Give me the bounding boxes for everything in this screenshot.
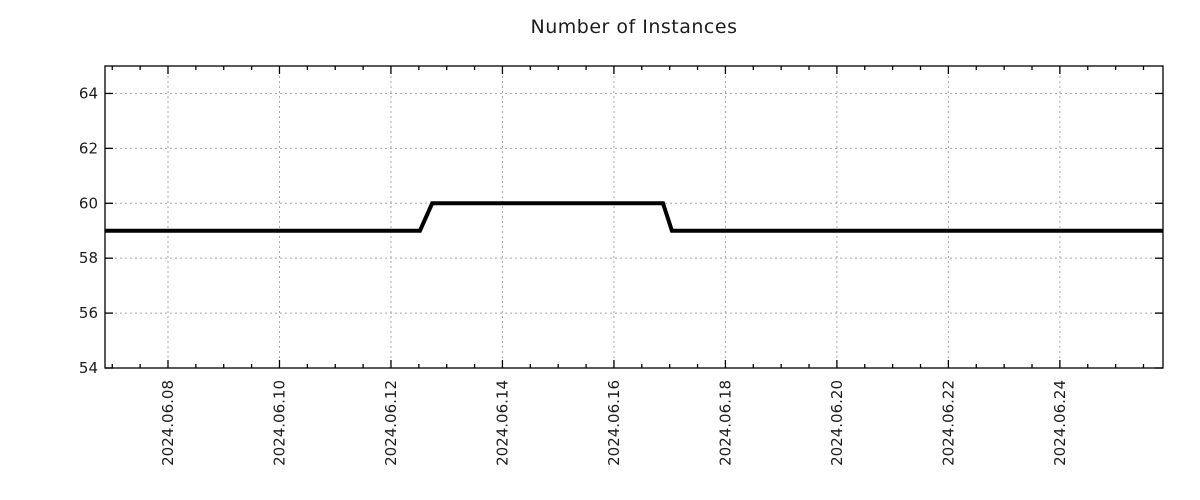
y-tick-label: 60 [79, 194, 98, 212]
x-tick-label: 2024.06.14 [493, 380, 511, 466]
y-tick-label: 64 [79, 84, 98, 102]
x-tick-label: 2024.06.24 [1051, 380, 1069, 466]
x-tick-label: 2024.06.18 [716, 380, 734, 466]
y-tick-label: 56 [79, 304, 98, 322]
x-tick-label: 2024.06.08 [159, 380, 177, 466]
chart-title: Number of Instances [530, 16, 738, 38]
y-tick-label: 58 [79, 249, 98, 267]
x-tick-label: 2024.06.12 [382, 380, 400, 466]
x-tick-label: 2024.06.16 [605, 380, 623, 466]
y-tick-label: 62 [79, 139, 98, 157]
plot-border [104, 65, 1164, 369]
data-line-instances [105, 201, 1163, 233]
x-tick-label: 2024.06.10 [270, 380, 288, 466]
x-tick-label: 2024.06.22 [939, 380, 957, 466]
x-tick-label: 2024.06.20 [828, 380, 846, 466]
y-tick-label: 54 [79, 359, 98, 377]
